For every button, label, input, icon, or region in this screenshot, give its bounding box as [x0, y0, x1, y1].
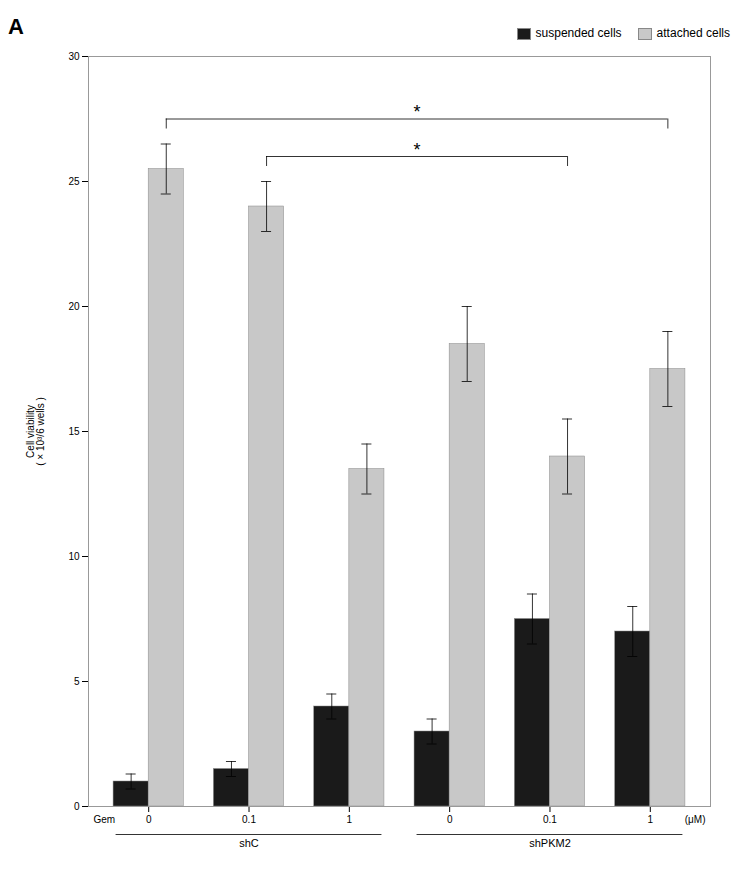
svg-text:Cell viability( × 10³/6 wells: Cell viability( × 10³/6 wells ): [25, 397, 46, 466]
svg-text:*: *: [414, 140, 421, 160]
svg-text:15: 15: [68, 426, 80, 437]
html-text:attached cells: attached cells: [656, 26, 730, 40]
svg-text:10: 10: [68, 551, 80, 562]
svg-text:(μM): (μM): [685, 814, 706, 825]
svg-text:5: 5: [74, 676, 80, 687]
html-text:A: A: [8, 14, 24, 39]
svg-text:1: 1: [648, 814, 654, 825]
svg-text:1: 1: [347, 814, 353, 825]
svg-text:30: 30: [68, 51, 80, 62]
svg-text:0: 0: [146, 814, 152, 825]
svg-text:0.1: 0.1: [242, 814, 256, 825]
svg-text:0: 0: [74, 801, 80, 812]
svg-text:shC: shC: [239, 837, 259, 849]
svg-text:25: 25: [68, 176, 80, 187]
html-text:suspended cells: suspended cells: [535, 26, 622, 40]
svg-text:0.1: 0.1: [543, 814, 557, 825]
svg-text:Gem: Gem: [94, 814, 116, 825]
svg-text:0: 0: [447, 814, 453, 825]
svg-text:shPKM2: shPKM2: [529, 837, 571, 849]
svg-text:*: *: [414, 102, 421, 122]
svg-text:20: 20: [68, 301, 80, 312]
